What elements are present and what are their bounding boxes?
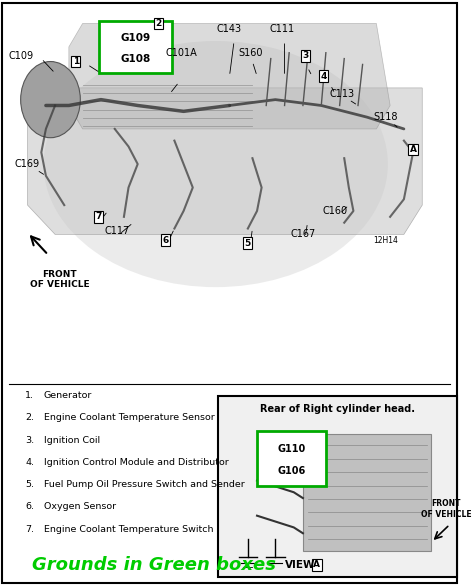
Text: Grounds in Green boxes: Grounds in Green boxes <box>32 557 276 574</box>
Text: Oxygen Sensor: Oxygen Sensor <box>44 502 116 512</box>
Text: Engine Coolant Temperature Switch: Engine Coolant Temperature Switch <box>44 524 213 534</box>
Text: G108: G108 <box>120 53 151 64</box>
FancyBboxPatch shape <box>257 431 326 486</box>
Text: 1: 1 <box>73 57 79 66</box>
Text: 12H14: 12H14 <box>373 236 398 245</box>
Text: 1.: 1. <box>25 391 34 400</box>
Text: G110: G110 <box>277 444 306 454</box>
Text: Fuel Pump Oil Pressure Switch and Sender: Fuel Pump Oil Pressure Switch and Sender <box>44 480 245 489</box>
Circle shape <box>21 62 80 138</box>
Polygon shape <box>27 88 422 234</box>
Text: 3.: 3. <box>25 435 35 445</box>
Text: 3: 3 <box>302 51 309 60</box>
Text: Engine Coolant Temperature Sensor: Engine Coolant Temperature Sensor <box>44 413 214 423</box>
Text: C101A: C101A <box>165 47 197 58</box>
Text: C109: C109 <box>8 50 33 61</box>
Polygon shape <box>69 23 390 129</box>
Text: 5: 5 <box>245 239 251 248</box>
Text: Generator: Generator <box>44 391 92 400</box>
FancyBboxPatch shape <box>218 396 456 577</box>
Text: 2.: 2. <box>25 413 34 423</box>
Text: 7.: 7. <box>25 524 34 534</box>
Text: C169: C169 <box>15 159 40 169</box>
Text: 4: 4 <box>320 71 327 81</box>
Text: 6: 6 <box>162 236 168 245</box>
Text: C167: C167 <box>290 229 316 240</box>
Text: S118: S118 <box>374 112 398 122</box>
Text: G106: G106 <box>277 466 306 476</box>
Text: 5.: 5. <box>25 480 34 489</box>
Text: C160: C160 <box>322 206 347 216</box>
Text: C117: C117 <box>104 226 130 237</box>
Text: 7: 7 <box>95 212 102 222</box>
Text: S160: S160 <box>238 47 263 58</box>
Text: 4.: 4. <box>25 458 34 467</box>
Text: VIEW: VIEW <box>284 560 315 570</box>
Text: A: A <box>313 560 320 570</box>
FancyBboxPatch shape <box>99 21 172 73</box>
Text: C143: C143 <box>217 24 242 35</box>
Bar <box>303 434 431 551</box>
Text: G109: G109 <box>120 32 150 43</box>
Text: 2: 2 <box>155 19 162 28</box>
Text: 6.: 6. <box>25 502 34 512</box>
Text: FRONT
OF VEHICLE: FRONT OF VEHICLE <box>421 499 472 519</box>
Text: C111: C111 <box>270 24 295 35</box>
Ellipse shape <box>44 41 388 287</box>
Text: C113: C113 <box>329 88 355 99</box>
Text: FRONT
OF VEHICLE: FRONT OF VEHICLE <box>30 270 90 289</box>
Text: A: A <box>410 145 417 154</box>
Text: Ignition Coil: Ignition Coil <box>44 435 100 445</box>
Text: Ignition Control Module and Distributor: Ignition Control Module and Distributor <box>44 458 228 467</box>
Text: Rear of Right cylinder head.: Rear of Right cylinder head. <box>260 404 415 414</box>
